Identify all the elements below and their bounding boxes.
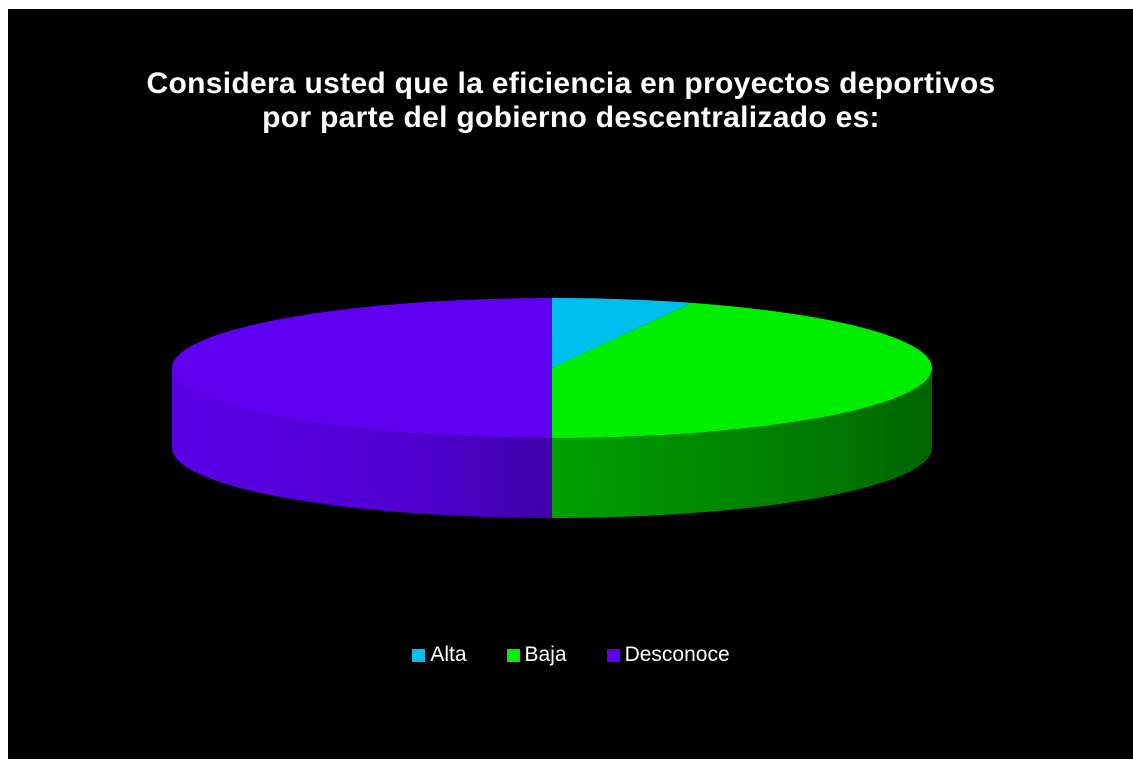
pie-side-desconoce bbox=[172, 368, 552, 518]
legend-label-baja: Baja bbox=[524, 643, 567, 666]
pie-chart bbox=[172, 298, 933, 518]
pie-sides bbox=[172, 368, 932, 518]
chart-frame: Considera usted que la eficiencia en pro… bbox=[8, 9, 1133, 759]
legend-item-baja: Baja bbox=[506, 643, 567, 667]
pie-slice-baja bbox=[552, 302, 933, 438]
legend-swatch-baja bbox=[506, 648, 520, 662]
pie-tops bbox=[172, 298, 933, 438]
legend-item-alta: Alta bbox=[412, 643, 467, 667]
legend-item-desconoce: Desconoce bbox=[606, 643, 730, 667]
legend-swatch-desconoce bbox=[606, 648, 620, 662]
pie-side-baja bbox=[552, 368, 932, 518]
legend: Alta Baja Desconoce bbox=[8, 643, 1133, 667]
chart-title-line-1: Considera usted que la eficiencia en pro… bbox=[146, 67, 996, 100]
legend-label-desconoce: Desconoce bbox=[624, 643, 730, 666]
chart-title-line-2: por parte del gobierno descentralizado e… bbox=[262, 101, 880, 134]
legend-label-alta: Alta bbox=[430, 643, 467, 666]
pie-slice-desconoce bbox=[172, 298, 552, 438]
legend-swatch-alta bbox=[412, 648, 426, 662]
chart-title: Considera usted que la eficiencia en pro… bbox=[8, 67, 1133, 135]
pie-slice-alta bbox=[552, 298, 692, 368]
